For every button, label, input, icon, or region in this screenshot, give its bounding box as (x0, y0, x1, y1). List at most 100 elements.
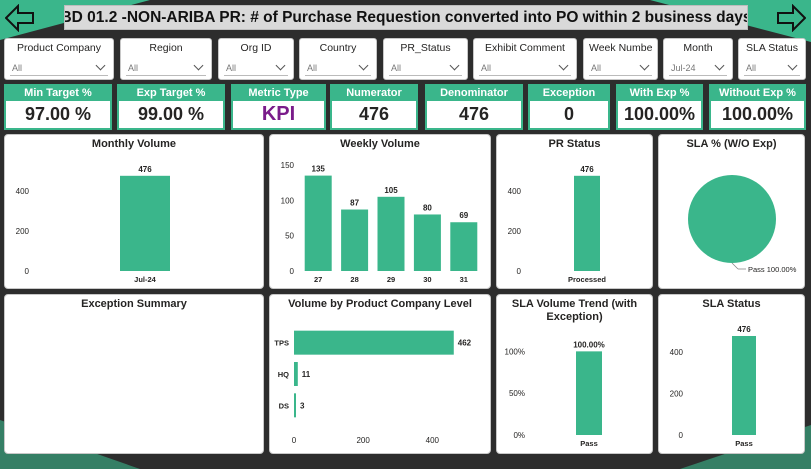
sla-status-chart: 0 200 400 476 Pass (670, 325, 756, 448)
y-tick-label: 200 (508, 227, 522, 236)
kpi-label: Metric Type (233, 86, 324, 101)
kpi-min-target: Min Target % 97.00 % (4, 84, 112, 130)
slicer-dropdown[interactable]: All (10, 60, 108, 76)
slicer-label: Country (319, 42, 357, 54)
chevron-down-icon (714, 60, 725, 71)
data-label: 476 (737, 325, 751, 334)
slicer-value: All (226, 62, 237, 73)
weekly-volume-chart: 0 50 100 150 135 27 87 28 105 29 80 30 69 31 (281, 161, 478, 284)
kpi-value: 99.00 % (137, 104, 205, 124)
slicer-pr-status[interactable]: PR_Status All (383, 38, 468, 80)
kpi-label: Exp Target % (119, 86, 223, 101)
bar (341, 209, 369, 271)
slicer-value: All (12, 62, 23, 73)
kpi-exception: Exception 0 (528, 84, 610, 130)
leader-line (731, 262, 739, 270)
bar (576, 351, 602, 435)
slicer-product-company[interactable]: Product Company All (4, 38, 114, 80)
slicer-dropdown[interactable]: All (126, 60, 206, 76)
x-tick-label: 200 (356, 436, 370, 445)
kpi-label: With Exp % (618, 86, 701, 101)
chart-title: SLA Status (702, 298, 761, 310)
bar (304, 175, 332, 271)
data-label: 476 (138, 165, 152, 174)
y-tick-label: 0% (513, 431, 525, 440)
back-arrow-icon[interactable] (5, 4, 35, 32)
slicer-value: All (307, 62, 318, 73)
slicer-dropdown[interactable]: Jul-24 (669, 60, 727, 76)
card-weekly-volume: Weekly Volume 0 50 100 150 135 27 87 28 105 29 80 3… (269, 134, 491, 289)
slicer-week-number[interactable]: Week Number All (583, 38, 658, 80)
chevron-down-icon (358, 60, 369, 71)
y-tick-label: DS (279, 401, 289, 410)
bar (732, 335, 756, 435)
slicer-value: All (481, 62, 492, 73)
slicer-exhibit-comment[interactable]: Exhibit Comment All (473, 38, 577, 80)
data-label: 105 (384, 186, 398, 195)
chart-title: SLA % (W/O Exp) (686, 138, 777, 150)
x-tick-label: 28 (350, 275, 358, 284)
bar (294, 393, 296, 418)
bar (294, 362, 298, 386)
data-label: 3 (300, 401, 305, 410)
slicer-value: All (128, 62, 139, 73)
data-label: Pass 100.00% (748, 265, 797, 274)
slicer-label: Product Company (16, 42, 102, 54)
data-label: 135 (312, 165, 326, 174)
slicer-dropdown[interactable]: All (305, 60, 371, 76)
chart-title: SLA Volume Trend (with Exception) (511, 298, 638, 323)
y-tick-label: 150 (281, 161, 295, 170)
chevron-down-icon (95, 60, 106, 71)
kpi-value: 100.00% (623, 104, 696, 124)
slicer-value: Jul-24 (671, 62, 696, 73)
slicer-label: PR_Status (400, 42, 451, 54)
slicer-country[interactable]: Country All (299, 38, 377, 80)
y-tick-label: 0 (290, 267, 295, 276)
slicer-label: Week Number (589, 42, 652, 54)
data-label: 87 (350, 199, 359, 208)
x-tick-label: Pass (580, 439, 598, 448)
sla-trend-chart: 0% 50% 100% 100.00% Pass (505, 340, 605, 448)
data-label: 80 (423, 203, 432, 212)
chevron-down-icon (449, 60, 460, 71)
x-tick-label: 29 (387, 275, 395, 284)
page-title: BD 01.2 -NON-ARIBA PR: # of Purchase Req… (64, 5, 748, 30)
slicer-label: SLA Status (746, 42, 798, 54)
kpi-label: Denominator (427, 86, 521, 101)
chart-title: Volume by Product Company Level (288, 298, 472, 310)
pie-slice (688, 175, 776, 263)
slicer-region[interactable]: Region All (120, 38, 212, 80)
card-sla-trend: SLA Volume Trend (with Exception) 0% 50% 1… (496, 294, 653, 454)
pr-status-chart: 0 200 400 476 Processed (508, 165, 607, 284)
chart-title: Monthly Volume (91, 138, 177, 150)
x-tick-label: 27 (314, 275, 322, 284)
slicer-sla-status[interactable]: SLA Status All (738, 38, 806, 80)
kpi-value: 97.00 % (24, 104, 92, 124)
bar (413, 214, 441, 271)
y-tick-label: 200 (16, 227, 30, 236)
slicer-dropdown[interactable]: All (389, 60, 462, 76)
forward-arrow-icon[interactable] (776, 4, 806, 32)
card-exception-summary: Exception Summary (4, 294, 264, 454)
kpi-numerator: Numerator 476 (330, 84, 418, 130)
slicer-dropdown[interactable]: All (744, 60, 800, 76)
chevron-down-icon (787, 60, 798, 71)
y-tick-label: 400 (16, 187, 30, 196)
slicer-dropdown[interactable]: All (589, 60, 652, 76)
sla-pct-chart: Pass 100.00% (688, 175, 797, 274)
slicer-value: All (391, 62, 402, 73)
kpi-value: 476 (458, 104, 490, 124)
card-sla-pct: SLA % (W/O Exp) Pass 100.00% (658, 134, 805, 289)
kpi-value: 0 (563, 104, 574, 124)
kpi-value: KPI (261, 103, 296, 125)
slicer-month[interactable]: Month Jul-24 (663, 38, 733, 80)
slicer-org-id[interactable]: Org ID All (218, 38, 294, 80)
slicer-dropdown[interactable]: All (479, 60, 571, 76)
x-tick-label: Processed (568, 275, 606, 284)
kpi-denominator: Denominator 476 (425, 84, 523, 130)
x-tick-label: 31 (460, 275, 468, 284)
slicer-dropdown[interactable]: All (224, 60, 288, 76)
y-tick-label: 50 (285, 232, 294, 241)
bar (574, 175, 600, 271)
y-tick-label: 400 (670, 348, 684, 357)
